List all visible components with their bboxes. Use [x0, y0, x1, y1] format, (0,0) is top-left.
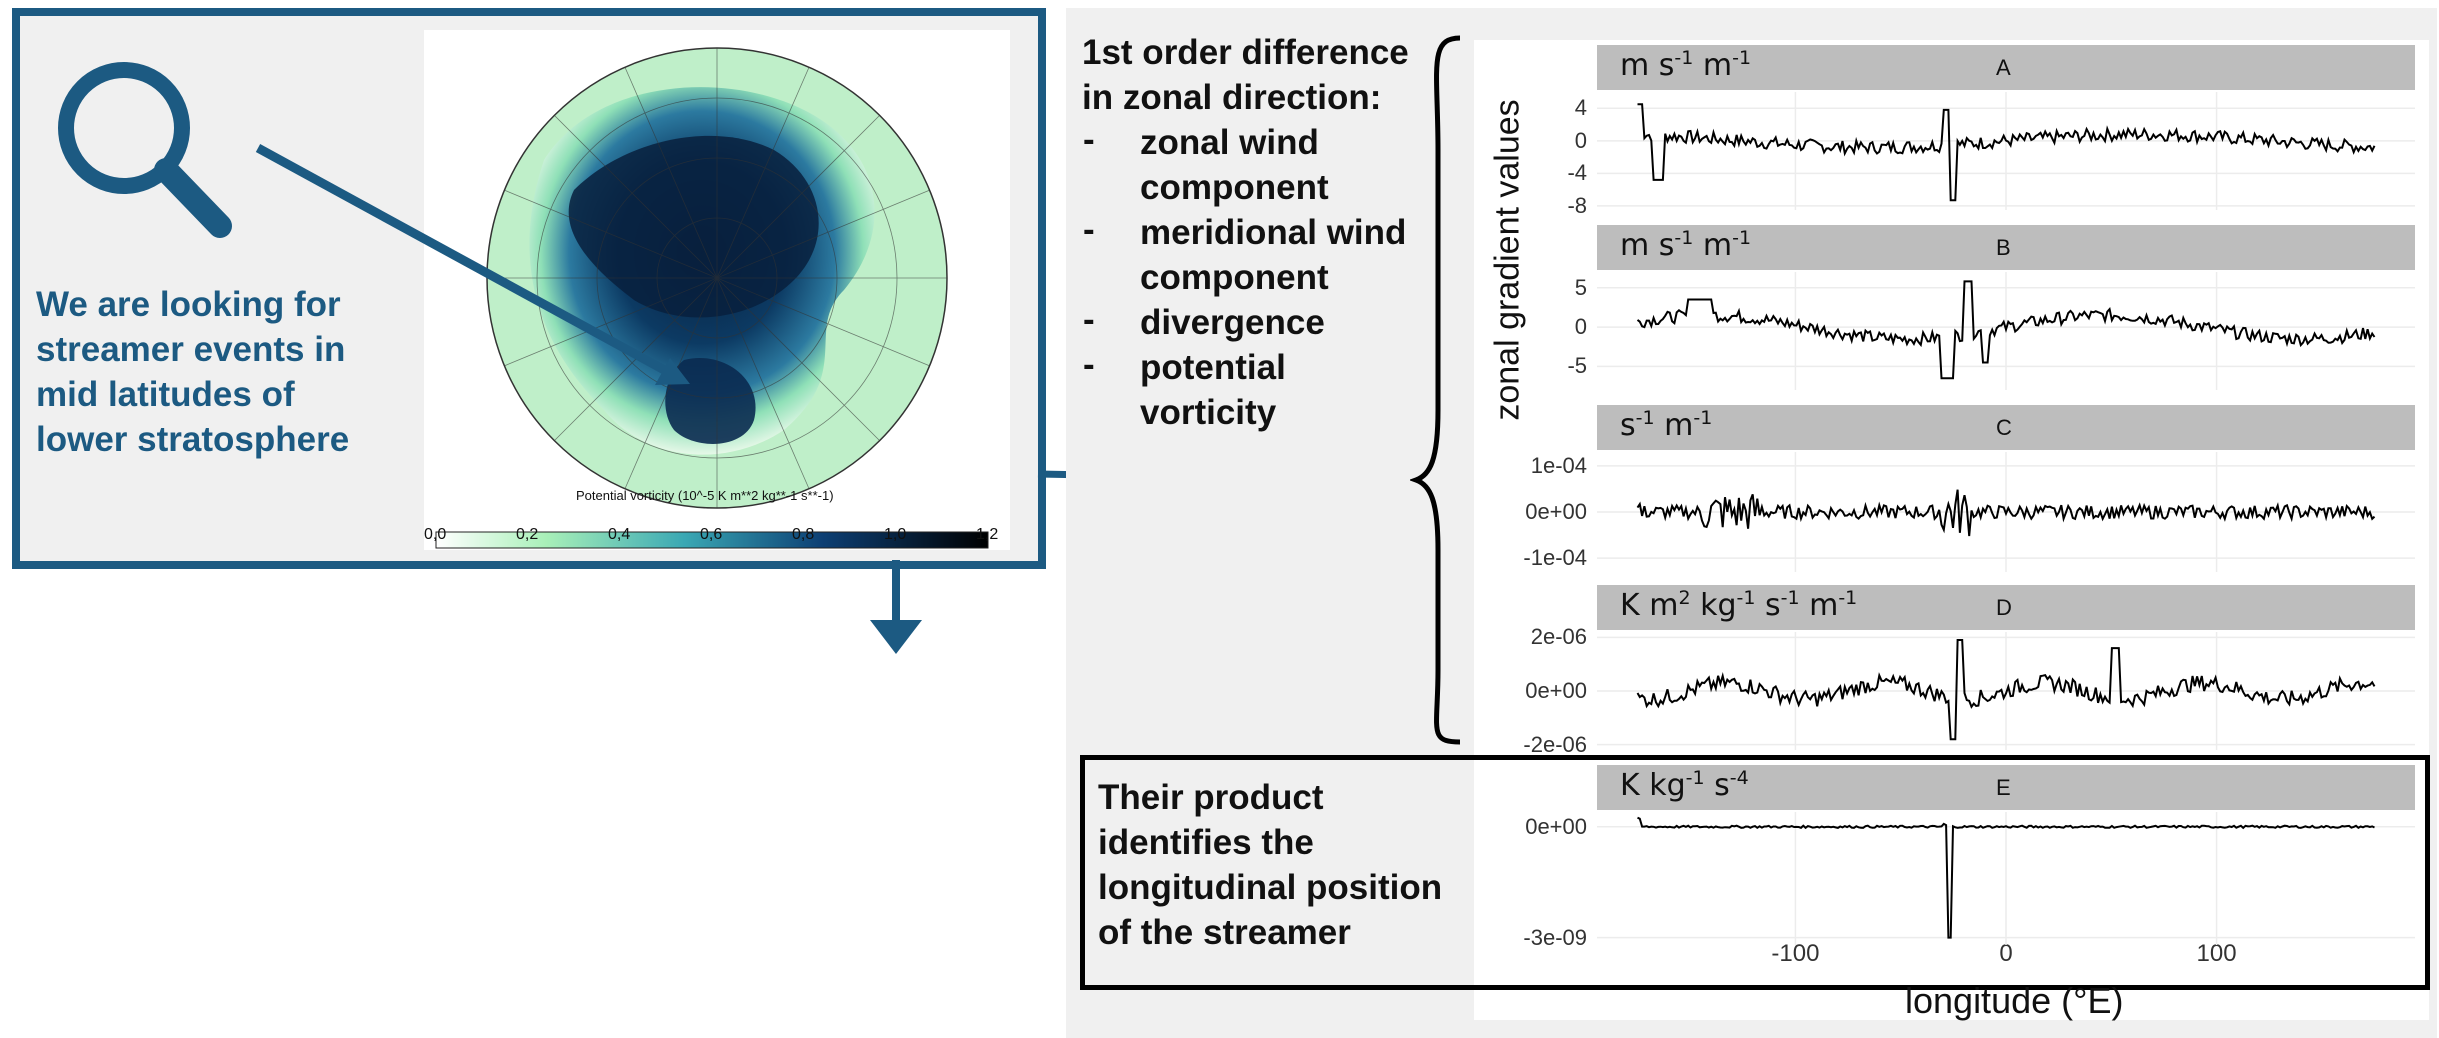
x-tick-label: 0: [1999, 940, 2013, 967]
y-tick-label: -2e-06: [1523, 731, 1587, 757]
colorbar-tick: 0,6: [700, 526, 723, 543]
y-tick-label: 4: [1574, 95, 1587, 121]
method-title-line-1: 1st order difference: [1082, 33, 1409, 72]
product-box: [1080, 755, 2430, 990]
y-tick-label: -3e-09: [1523, 924, 1587, 950]
panel-unit-C: s-1 m-1: [1620, 407, 1713, 443]
bullet-dash-3: -: [1083, 300, 1095, 339]
panel-letter-B: B: [1996, 235, 2011, 260]
left-text-line-4: lower stratosphere: [36, 420, 350, 459]
polar-map-panel: [424, 30, 1010, 550]
y-tick-label: 0e+00: [1525, 813, 1587, 839]
panel-unit-D: K m2 kg-1 s-1 m-1: [1620, 587, 1858, 623]
bullet-4-line-2: vorticity: [1140, 393, 1277, 432]
panel-letter-D: D: [1996, 595, 2012, 620]
colorbar-tick: 0,2: [516, 526, 539, 543]
magnifier-icon: [58, 62, 232, 238]
panel-strip-B: [1597, 225, 2415, 270]
panel-strip-C: [1597, 405, 2415, 450]
y-tick-label: 1e-04: [1530, 452, 1587, 478]
diagonal-arrow-head: [655, 358, 690, 385]
product-line-1: Their product: [1098, 778, 1324, 817]
panel-strip-A: [1597, 45, 2415, 90]
down-arrow-head: [870, 620, 922, 654]
method-title-line-2: in zonal direction:: [1082, 78, 1382, 117]
panel-letter-E: E: [1996, 775, 2011, 800]
y-tick-label: 0e+00: [1525, 678, 1587, 703]
colorbar-tick: 0,0: [424, 526, 447, 543]
y-tick-label: -5: [1567, 353, 1587, 379]
colorbar-tick: 0,8: [792, 526, 815, 543]
bullet-dash-4: -: [1083, 345, 1095, 384]
panel-unit-A: m s-1 m-1: [1620, 47, 1752, 83]
bullet-1-line-2: component: [1140, 168, 1329, 207]
colorbar-tick: 1,2: [976, 526, 999, 543]
product-line-2: identifies the: [1098, 823, 1314, 862]
bullet-1-line-1: zonal wind: [1140, 123, 1319, 162]
left-text-line-2: streamer events in: [36, 330, 346, 369]
polar-vorticity-map: [435, 47, 989, 549]
diagonal-arrow-line: [255, 144, 671, 376]
panel-letter-A: A: [1996, 55, 2011, 80]
bullet-2-line-2: component: [1140, 258, 1329, 297]
bullet-3-line-1: divergence: [1140, 303, 1325, 342]
colorbar-tick: 0,4: [608, 526, 631, 543]
product-line-3: longitudinal position: [1098, 868, 1443, 907]
panel-strip-E: [1597, 765, 2415, 810]
y-tick-label: 2e-06: [1530, 624, 1587, 650]
y-tick-label: 0: [1574, 314, 1587, 340]
y-tick-label: 0: [1574, 127, 1587, 153]
left-text-line-1: We are looking for: [36, 285, 341, 324]
y-tick-label: -8: [1567, 192, 1587, 218]
panel-unit-E: K kg-1 s-4: [1620, 767, 1749, 803]
bullet-2-line-1: meridional wind: [1140, 213, 1407, 252]
y-tick-label: 0e+00: [1525, 499, 1587, 524]
curly-brace: [1410, 35, 1461, 745]
bullet-dash-1: -: [1083, 120, 1095, 159]
colorbar-title: Potential vorticity (10^-5 K m**2 kg**-1…: [576, 488, 834, 503]
panel-letter-C: C: [1996, 415, 2012, 440]
y-tick-label: -1e-04: [1523, 545, 1587, 571]
x-tick-label: -100: [1771, 940, 1820, 967]
colorbar-tick: 1,0: [884, 526, 907, 543]
x-axis-label: longitude (°E): [1905, 980, 2124, 1021]
bullet-dash-2: -: [1083, 210, 1095, 249]
x-tick-label: 100: [2196, 940, 2237, 967]
y-tick-label: -4: [1567, 160, 1587, 186]
left-text-line-3: mid latitudes of: [36, 375, 295, 414]
bullet-4-line-1: potential: [1140, 348, 1286, 387]
product-line-4: of the streamer: [1098, 913, 1351, 952]
panel-strip-D: [1597, 585, 2415, 630]
panel-unit-B: m s-1 m-1: [1620, 227, 1752, 263]
y-tick-label: 5: [1574, 274, 1587, 300]
